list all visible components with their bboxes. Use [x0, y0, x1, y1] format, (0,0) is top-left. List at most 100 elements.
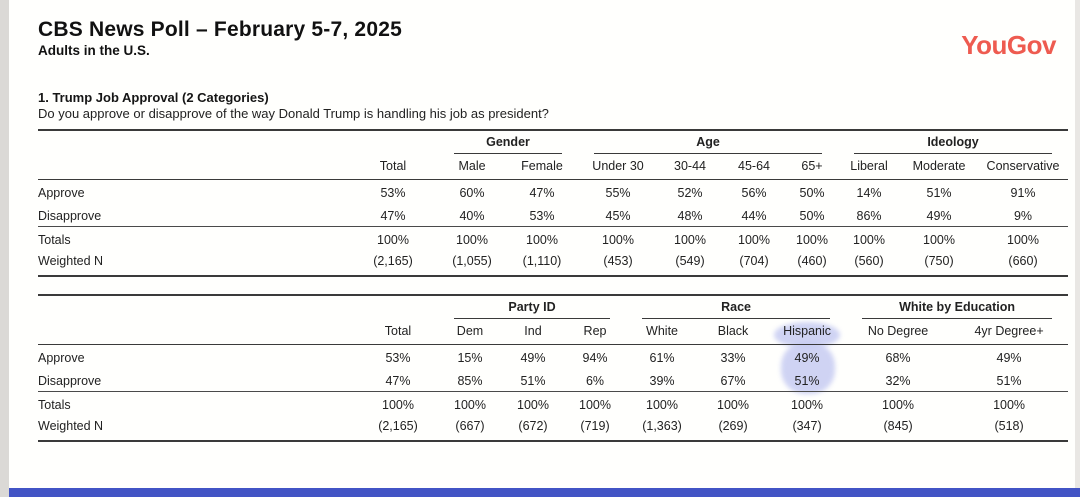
col-header-hispanic: Hispanic [768, 319, 847, 345]
document: CBS News Poll – February 5-7, 2025 Adult… [38, 0, 1069, 442]
data-cell: 53% [385, 351, 411, 365]
page-subtitle: Adults in the U.S. [38, 43, 150, 58]
row-label-weighted-n: Weighted N [38, 419, 104, 433]
data-cell: (269) [718, 419, 748, 433]
col-header-4yr-degree+: 4yr Degree+ [950, 319, 1069, 345]
data-cell: (1,055) [452, 254, 492, 268]
col-header-female: Female [506, 154, 579, 180]
col-header-45-64: 45-64 [722, 154, 787, 180]
col-header-no-degree: No Degree [846, 319, 951, 345]
data-cell: 100% [900, 226, 979, 250]
col-header-total: Total [348, 154, 438, 180]
data-cell: 94% [582, 351, 608, 365]
page-title: CBS News Poll – February 5-7, 2025 [38, 18, 402, 41]
data-cell: 67% [720, 374, 746, 388]
group-header-race: Race [626, 295, 846, 319]
data-cell: 100% [838, 226, 901, 250]
data-cell: 55% [605, 186, 631, 200]
col-header-conservative: Conservative [978, 154, 1069, 180]
crosstab-table-gender-age-ideology: Gender Age Ideology Total Male Female Under 30… [38, 129, 1069, 277]
col-header-black: Black [698, 319, 769, 345]
row-label-approve: Approve [38, 351, 85, 365]
data-cell: 100% [348, 226, 438, 250]
data-cell: (1,110) [522, 254, 562, 268]
data-cell: (660) [1008, 254, 1038, 268]
data-cell: 51% [996, 374, 1022, 388]
data-cell: 100% [978, 226, 1069, 250]
col-header-total: Total [358, 319, 438, 345]
data-cell: 56% [741, 186, 767, 200]
row-label-totals: Totals [38, 226, 348, 250]
data-cell: (667) [455, 419, 485, 433]
col-header-30-44: 30-44 [658, 154, 723, 180]
col-header-rep: Rep [564, 319, 627, 345]
data-cell: 50% [799, 186, 825, 200]
row-label-weighted-n: Weighted N [38, 254, 104, 268]
data-cell: 51% [520, 374, 546, 388]
col-header-under-30: Under 30 [578, 154, 659, 180]
data-cell: (518) [994, 419, 1024, 433]
col-header-dem: Dem [438, 319, 502, 345]
data-cell: 100% [768, 391, 847, 415]
data-cell: 15% [457, 351, 483, 365]
row-label-disapprove: Disapprove [38, 374, 102, 388]
data-cell: 100% [722, 226, 787, 250]
data-cell: (719) [580, 419, 610, 433]
data-cell: 53% [529, 209, 555, 223]
data-cell: 51% [794, 374, 820, 388]
data-cell: 68% [885, 351, 911, 365]
data-cell: 47% [529, 186, 555, 200]
data-cell: (347) [792, 419, 822, 433]
data-cell: 60% [459, 186, 485, 200]
data-cell: 100% [438, 391, 502, 415]
data-cell: 49% [996, 351, 1022, 365]
data-cell: 100% [506, 226, 579, 250]
data-cell: (549) [675, 254, 705, 268]
data-cell: 100% [698, 391, 769, 415]
data-cell: 61% [649, 351, 675, 365]
bottom-bar [9, 488, 1080, 497]
data-cell: 44% [741, 209, 767, 223]
data-cell: 100% [438, 226, 506, 250]
question-text: Do you approve or disapprove of the way … [38, 106, 549, 121]
data-cell: 85% [457, 374, 483, 388]
highlight-annotation [781, 342, 835, 394]
data-cell: 9% [1013, 209, 1033, 223]
data-cell: 33% [720, 351, 746, 365]
crosstab-table-party-race-education: Party ID Race White by Education Total Dem In… [38, 294, 1069, 442]
col-header-ind: Ind [502, 319, 564, 345]
data-cell: 40% [459, 209, 485, 223]
data-cell: 86% [856, 209, 882, 223]
data-cell: 49% [794, 351, 820, 365]
data-cell: 53% [380, 186, 406, 200]
col-header-male: Male [438, 154, 506, 180]
data-cell: 100% [502, 391, 564, 415]
question-heading: 1. Trump Job Approval (2 Categories) [38, 90, 269, 105]
col-header-white: White [626, 319, 699, 345]
data-cell: (2,165) [373, 254, 413, 268]
row-label-disapprove: Disapprove [38, 209, 102, 223]
data-cell: 47% [380, 209, 406, 223]
yougov-logo: YouGov [961, 30, 1056, 60]
data-cell: (453) [603, 254, 633, 268]
data-cell: 100% [564, 391, 627, 415]
group-header-party-id: Party ID [438, 295, 626, 319]
data-cell: (704) [739, 254, 769, 268]
col-header-moderate: Moderate [900, 154, 979, 180]
data-cell: 49% [520, 351, 546, 365]
col-header-liberal: Liberal [838, 154, 901, 180]
data-cell: 100% [658, 226, 723, 250]
group-header-gender: Gender [438, 130, 578, 154]
data-cell: 100% [950, 391, 1069, 415]
data-cell: 45% [605, 209, 631, 223]
data-cell: (560) [854, 254, 884, 268]
data-cell: 91% [1010, 186, 1036, 200]
data-cell: 100% [846, 391, 951, 415]
data-cell: 32% [885, 374, 911, 388]
group-header-age: Age [578, 130, 838, 154]
question-block: 1. Trump Job Approval (2 Categories) Do … [38, 90, 1068, 122]
data-cell: 6% [585, 374, 605, 388]
data-cell: 50% [799, 209, 825, 223]
data-cell: 39% [649, 374, 675, 388]
